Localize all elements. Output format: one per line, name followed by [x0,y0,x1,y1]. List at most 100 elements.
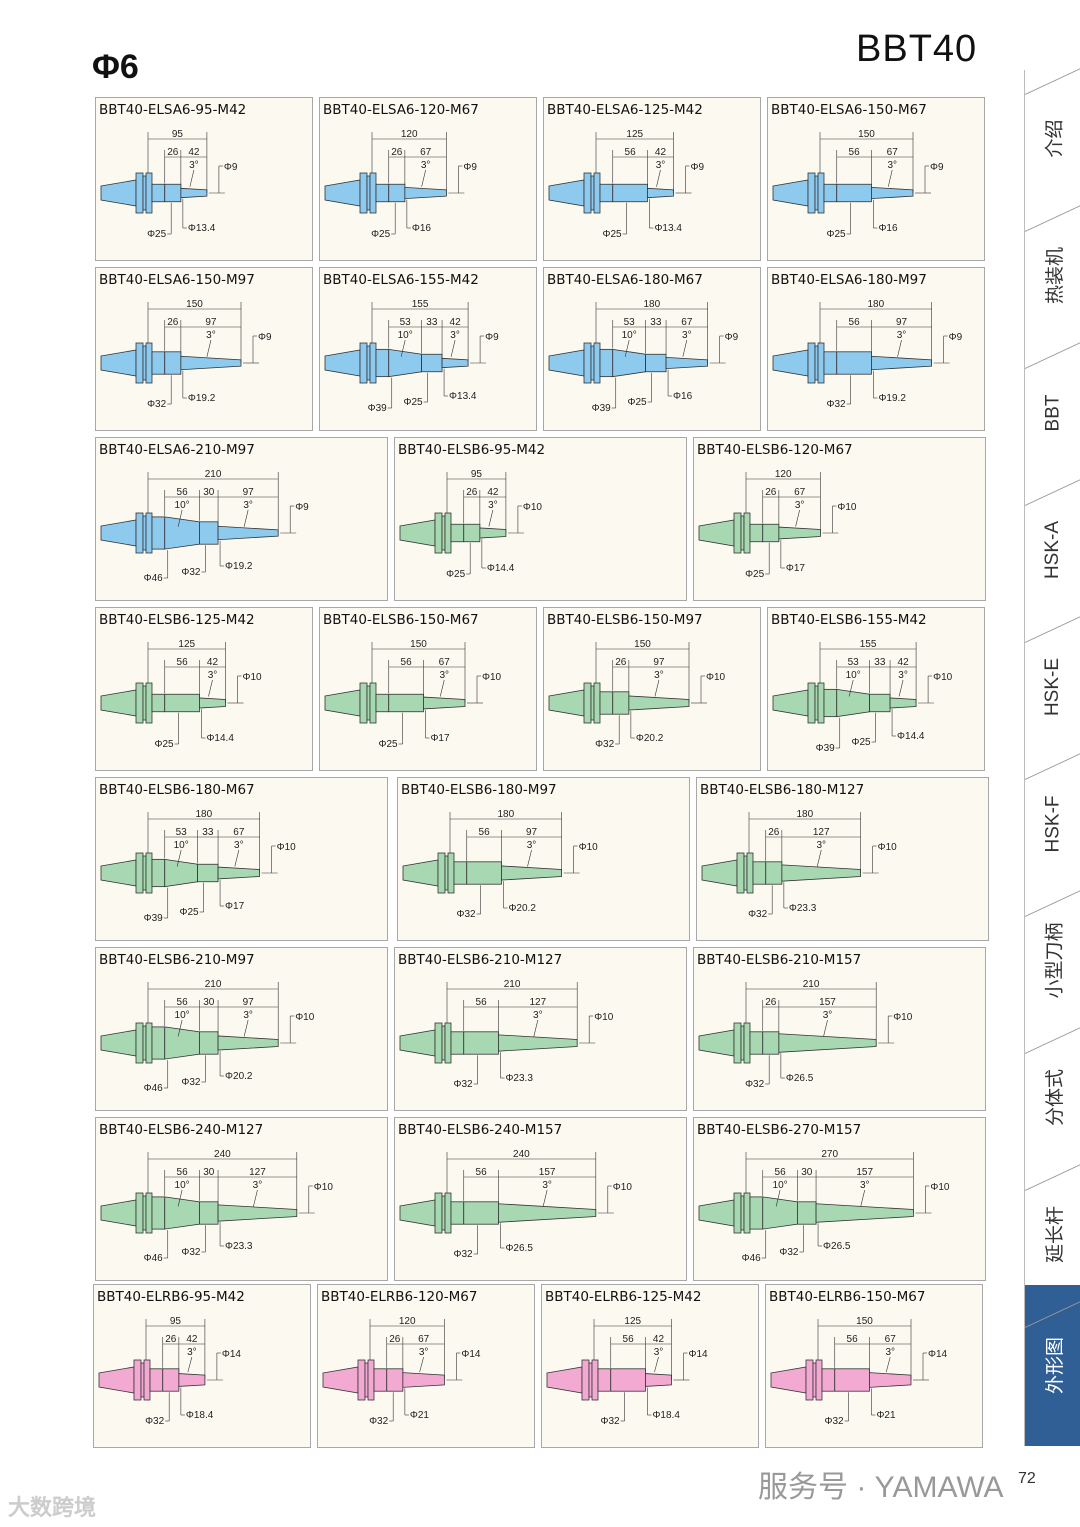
flange [359,682,368,724]
tip-diameter-label: Φ10 [837,502,857,513]
tool-drawing: 95 26 42 3° Φ14 Φ32 Φ18.4 [98,1316,241,1427]
body-section [762,523,780,543]
angle-leader [654,679,660,697]
overall-length-label: 150 [856,1316,873,1327]
overall-length-label: 95 [471,469,483,480]
tool-drawing: 210 26 157 3° Φ10 Φ32 Φ26.5 [698,979,913,1090]
body-section [388,183,406,203]
angle-label: 10° [773,1180,788,1191]
collar [821,1368,836,1392]
angle-leader [187,1356,193,1373]
angle-label: 3° [187,1347,197,1358]
product-code: BBT40-ELSA6-120-M67 [323,102,479,118]
flange-groove [740,515,745,551]
sidebar-tab-label: HSK-F [1042,795,1063,852]
product-card: BBT40-ELSB6-210-M157 210 26 157 3° Φ10 Φ32 Φ26.… [693,947,986,1111]
segment-length-label: 127 [249,1167,266,1178]
overall-length-label: 180 [497,809,514,820]
segment-length-label: 56 [625,147,637,158]
flange [357,1359,366,1401]
diameter-label: Φ23.3 [789,903,817,914]
angle-label: 10° [622,330,637,341]
angle-label: 3° [208,670,218,681]
segment-length-label: 56 [177,657,189,668]
angle-leader [897,339,902,357]
flange [736,852,745,894]
diameter-label: Φ39 [144,913,164,924]
diameter-label: Φ18.4 [652,1410,680,1421]
collar [599,348,614,378]
sidebar-tab[interactable]: 外形图 [1025,1285,1080,1446]
collar [823,351,838,375]
cylinder-section [199,1201,219,1225]
product-code: BBT40-ELSB6-95-M42 [398,442,546,458]
flange-groove [740,1025,745,1061]
tip-diameter-label: Φ9 [725,332,739,343]
angle-label: 3° [253,1180,263,1191]
segment-length-label: 56 [177,487,189,498]
tool-drawing: 210 56 30 97 10° 3° Φ10 Φ46 Φ32 Φ20.2 [100,979,315,1094]
body-section [164,693,200,713]
tip-diameter-label: Φ14 [689,1349,709,1360]
product-card: BBT40-ELSA6-125-M42 125 56 42 3° Φ9 Φ25 Φ13.4 [543,97,761,261]
overall-length-label: 120 [775,469,792,480]
flange [145,1022,153,1064]
product-card: BBT40-ELSB6-240-M127 240 56 30 127 10° 3° Φ10 Φ4… [95,1117,388,1281]
segment-length-label: 42 [898,657,910,668]
tool-drawing: 180 53 33 67 10° 3° Φ10 Φ39 Φ25 Φ17 [100,809,296,924]
tool-drawing: 210 56 127 3° Φ10 Φ32 Φ23.3 [399,979,614,1090]
diameter-label: Φ17 [225,901,245,912]
angle-leader [795,509,800,527]
flange [359,342,368,384]
tool-drawing: 240 56 30 127 10° 3° Φ10 Φ46 Φ32 Φ23.3 [100,1149,333,1264]
overall-length-label: 210 [803,979,820,990]
angle-leader [208,679,213,697]
product-code: BBT40-ELSB6-150-M97 [547,612,703,628]
flange-groove [590,345,595,381]
product-card: BBT40-ELSB6-125-M42 125 56 42 3° Φ10 Φ25 Φ14.4 [95,607,313,771]
segment-length-label: 56 [775,1167,787,1178]
taper-shank [100,519,137,547]
product-card: BBT40-ELSA6-150-M97 150 26 97 3° Φ9 Φ32 Φ19.2 [95,267,313,431]
flange [145,342,153,384]
diameter-label: Φ16 [412,223,432,234]
taper-shank [100,689,137,717]
segment-length-label: 26 [167,147,179,158]
angle-leader [488,509,494,527]
taper-shank [399,1029,436,1057]
overall-length-label: 120 [401,129,418,140]
overall-length-label: 270 [821,1149,838,1160]
segment-length-label: 30 [203,997,215,1008]
tool-drawing: 240 56 157 3° Φ10 Φ32 Φ26.5 [399,1149,632,1260]
flange [447,852,455,894]
overall-length-label: 180 [867,299,884,310]
tip-section [180,187,208,199]
angle-leader [542,1189,548,1207]
flange [359,172,368,214]
tip-diameter-label: Φ10 [243,672,263,683]
tip-section [178,1373,206,1387]
body-section [463,1031,499,1055]
flange-groove [814,175,819,211]
tip-section [781,864,862,882]
tip-section [498,1203,597,1223]
product-code: BBT40-ELSB6-210-M97 [99,952,255,968]
taper-shank [548,349,585,377]
product-code: BBT40-ELSB6-210-M157 [697,952,862,968]
segment-length-label: 26 [765,487,777,498]
diameter-label: Φ32 [457,909,477,920]
segment-length-label: 67 [233,827,245,838]
segment-length-label: 67 [439,657,451,668]
diameter-label: Φ14.4 [206,733,234,744]
overall-length-label: 210 [504,979,521,990]
product-card: BBT40-ELSB6-240-M157 240 56 157 3° Φ10 Φ32 Φ26.… [394,1117,687,1281]
overall-length-label: 120 [399,1316,416,1327]
angle-label: 3° [898,670,908,681]
angle-leader [177,1189,183,1207]
flange-groove [142,685,147,721]
tip-section [217,525,279,541]
diameter-label: Φ20.2 [508,903,536,914]
tool-drawing: 120 26 67 3° Φ10 Φ25 Φ17 [698,469,857,580]
diameter-label: Φ17 [430,733,450,744]
